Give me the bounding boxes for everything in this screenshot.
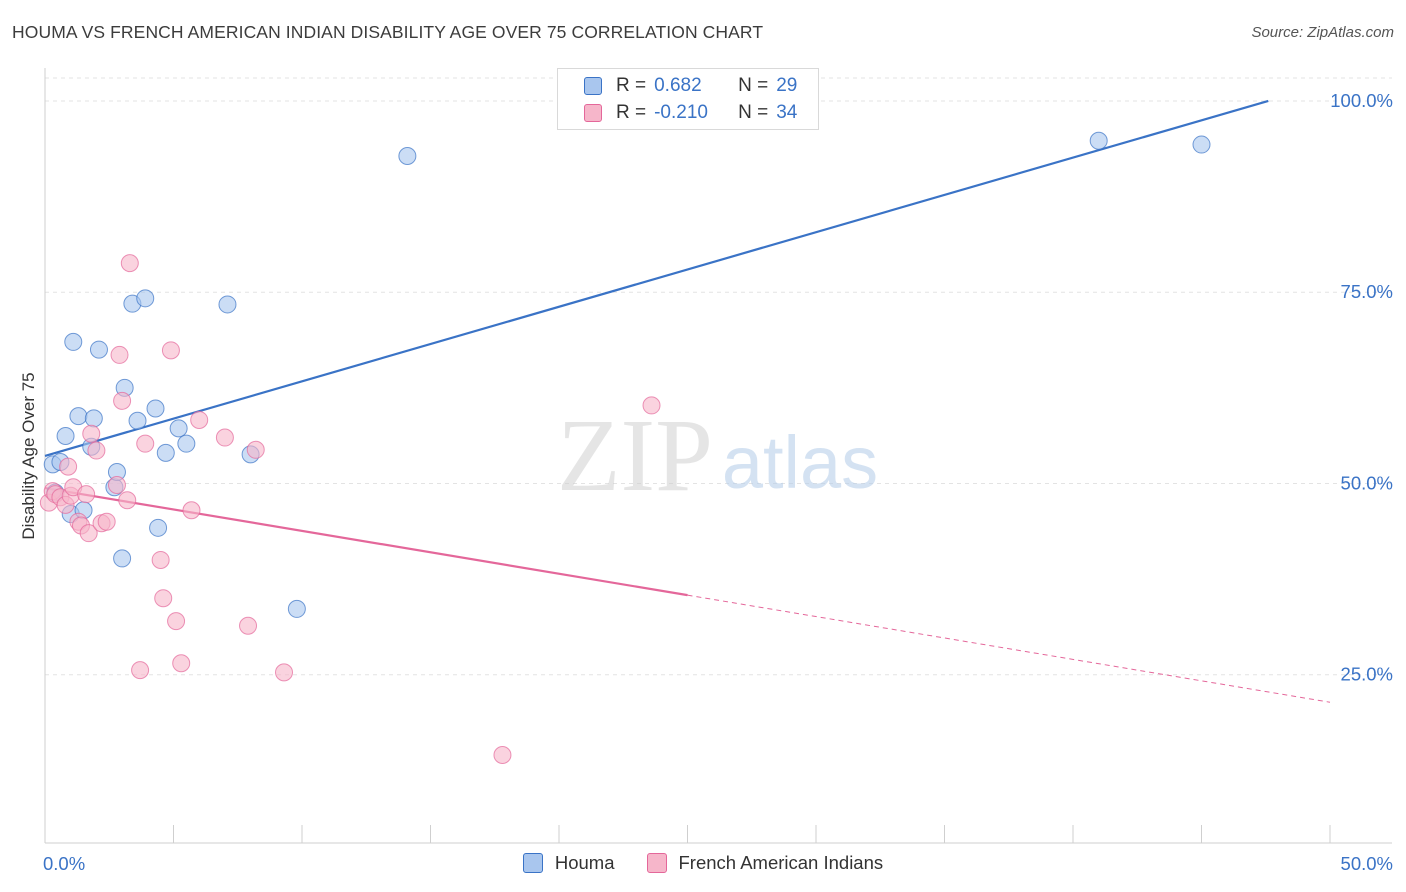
french-american-indian-point bbox=[120, 254, 139, 273]
data-points bbox=[39, 131, 1211, 765]
n-value: 29 bbox=[776, 75, 798, 96]
french-american-indian-trend-line-extension bbox=[687, 594, 1331, 703]
houma-point bbox=[146, 399, 165, 418]
houma-point bbox=[69, 407, 88, 426]
french-american-indian-point bbox=[136, 434, 155, 453]
n-label: N = bbox=[738, 102, 769, 123]
legend-swatch-houma bbox=[522, 853, 543, 873]
legend-row-french-american-indians: R = -0.210 N = 34 bbox=[584, 100, 797, 126]
houma-point bbox=[149, 518, 168, 537]
houma-point bbox=[56, 427, 75, 446]
french-american-indian-point bbox=[493, 746, 512, 765]
french-american-indian-point bbox=[190, 410, 209, 429]
legend-swatch-houma bbox=[584, 77, 602, 95]
houma-point bbox=[89, 340, 108, 359]
r-label: R = bbox=[616, 75, 647, 96]
r-value: -0.210 bbox=[654, 102, 708, 123]
y-tick-label: 75.0% bbox=[1341, 281, 1393, 302]
correlation-legend: R = 0.682 N = 29 R = -0.210 N = 34 bbox=[557, 68, 819, 130]
watermark-atlas: atlas bbox=[722, 421, 878, 504]
y-axis-label: Disability Age Over 75 bbox=[19, 372, 38, 539]
french-american-indian-point bbox=[154, 589, 173, 608]
french-american-indian-point bbox=[151, 550, 170, 569]
watermark-zip: ZIP bbox=[557, 398, 713, 513]
french-american-indian-point bbox=[113, 391, 132, 410]
houma-point bbox=[169, 419, 188, 438]
french-american-indian-point bbox=[107, 475, 126, 494]
legend-swatch-french-american-indians bbox=[584, 104, 602, 122]
french-american-indian-point bbox=[246, 440, 265, 459]
houma-point bbox=[156, 443, 175, 462]
houma-point bbox=[64, 332, 83, 351]
legend-item-french-american-indians[interactable]: French American Indians bbox=[646, 852, 884, 874]
legend-label-houma: Houma bbox=[554, 852, 615, 873]
french-american-indian-point bbox=[87, 441, 106, 460]
source-label: Source: ZipAtlas.com bbox=[1251, 24, 1394, 41]
french-american-indian-point bbox=[239, 616, 258, 635]
chart-title: HOUMA VS FRENCH AMERICAN INDIAN DISABILI… bbox=[12, 22, 764, 42]
houma-point bbox=[84, 409, 103, 428]
houma-trend-line bbox=[44, 99, 1269, 457]
french-american-indian-point bbox=[275, 663, 294, 682]
french-american-indian-point bbox=[172, 654, 191, 673]
french-american-indian-point bbox=[118, 491, 137, 510]
french-american-indian-point bbox=[77, 485, 96, 504]
trend-lines bbox=[44, 99, 1331, 703]
houma-point bbox=[1192, 135, 1211, 154]
french-american-indian-point bbox=[82, 424, 101, 443]
french-american-indian-point bbox=[161, 341, 180, 360]
houma-point bbox=[398, 147, 417, 166]
watermark: ZIP atlas bbox=[557, 398, 878, 513]
houma-point bbox=[1089, 131, 1108, 150]
x-tick-label: 50.0% bbox=[1341, 853, 1393, 874]
series-legend: Houma French American Indians bbox=[0, 852, 1406, 874]
y-tick-labels: 25.0% 50.0% 75.0% 100.0% bbox=[1330, 90, 1393, 685]
french-american-indian-point bbox=[215, 428, 234, 447]
french-american-indian-point bbox=[59, 457, 78, 476]
houma-point bbox=[287, 599, 306, 618]
n-label: N = bbox=[738, 75, 769, 96]
r-value: 0.682 bbox=[654, 75, 702, 96]
french-american-indian-point bbox=[642, 396, 661, 415]
legend-item-houma[interactable]: Houma bbox=[522, 852, 615, 874]
houma-point bbox=[128, 411, 147, 430]
legend-swatch-french-american-indians bbox=[646, 853, 667, 873]
y-tick-label: 100.0% bbox=[1330, 90, 1393, 111]
y-tick-label: 25.0% bbox=[1341, 664, 1393, 685]
r-label: R = bbox=[616, 102, 647, 123]
french-american-indian-point bbox=[131, 661, 150, 680]
french-american-indian-point bbox=[182, 501, 201, 520]
french-american-indian-point bbox=[79, 524, 98, 543]
gridlines bbox=[45, 77, 1392, 676]
n-value: 34 bbox=[776, 102, 798, 123]
y-tick-label: 50.0% bbox=[1341, 472, 1393, 493]
x-tick-labels: 0.0% 50.0% bbox=[43, 853, 1393, 874]
houma-point bbox=[218, 295, 237, 314]
french-american-indian-point bbox=[97, 512, 116, 531]
french-american-indian-point bbox=[167, 612, 186, 631]
legend-row-houma: R = 0.682 N = 29 bbox=[584, 73, 797, 99]
houma-point bbox=[113, 549, 132, 568]
french-american-indian-trend-line bbox=[44, 486, 688, 597]
x-tick-label: 0.0% bbox=[43, 853, 85, 874]
houma-point bbox=[177, 434, 196, 453]
french-american-indian-point bbox=[110, 345, 129, 364]
legend-label-french-american-indians: French American Indians bbox=[678, 852, 884, 873]
houma-point bbox=[136, 289, 155, 308]
